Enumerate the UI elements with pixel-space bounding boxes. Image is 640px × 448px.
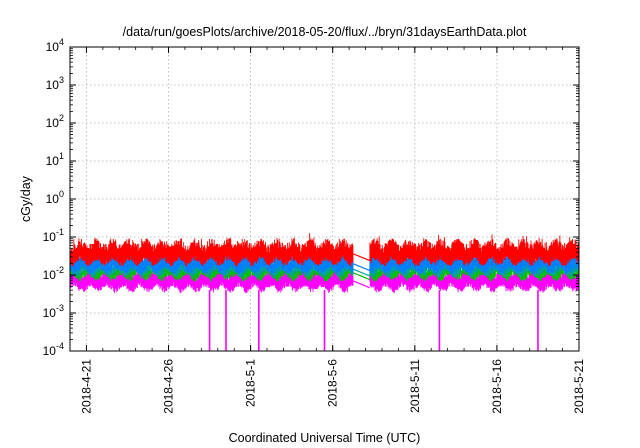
y-tick-label: 10-1 <box>43 227 64 244</box>
x-tick-label: 2018-5-21 <box>572 359 586 414</box>
series-layer <box>69 233 580 351</box>
x-tick-label: 2018-5-6 <box>326 359 340 407</box>
y-tick-label: 103 <box>46 75 64 92</box>
y-tick-label: 10-2 <box>43 265 64 282</box>
x-tick-label: 2018-5-1 <box>244 359 258 407</box>
chart-title: /data/run/goesPlots/archive/2018-05-20/f… <box>123 25 527 39</box>
gap-connector <box>353 253 370 262</box>
gap-connector <box>353 263 370 272</box>
y-tick-label: 10-3 <box>43 303 64 320</box>
y-tick-label: 102 <box>46 113 64 130</box>
y-tick-label: 100 <box>46 189 64 206</box>
x-tick-label: 2018-5-11 <box>408 359 422 413</box>
gap-connector <box>353 268 370 277</box>
y-axis-label: cGy/day <box>19 175 33 222</box>
gap-connector <box>353 280 370 289</box>
x-axis: 2018-4-21 2018-4-26 2018-5-1 2018-5-6 2018-5… <box>69 47 586 414</box>
x-tick-label: 2018-4-26 <box>162 359 176 414</box>
y-tick-label: 104 <box>46 37 64 54</box>
x-axis-label: Coordinated Universal Time (UTC) <box>229 431 421 445</box>
gap-connector <box>353 272 370 281</box>
x-tick-label: 2018-5-16 <box>490 359 504 414</box>
y-tick-label: 101 <box>46 151 64 168</box>
y-axis: 10-4 10-3 10-2 10-1 100 101 102 103 104 <box>43 37 579 358</box>
y-tick-label: 10-4 <box>43 341 64 358</box>
x-tick-label: 2018-4-21 <box>79 359 93 414</box>
